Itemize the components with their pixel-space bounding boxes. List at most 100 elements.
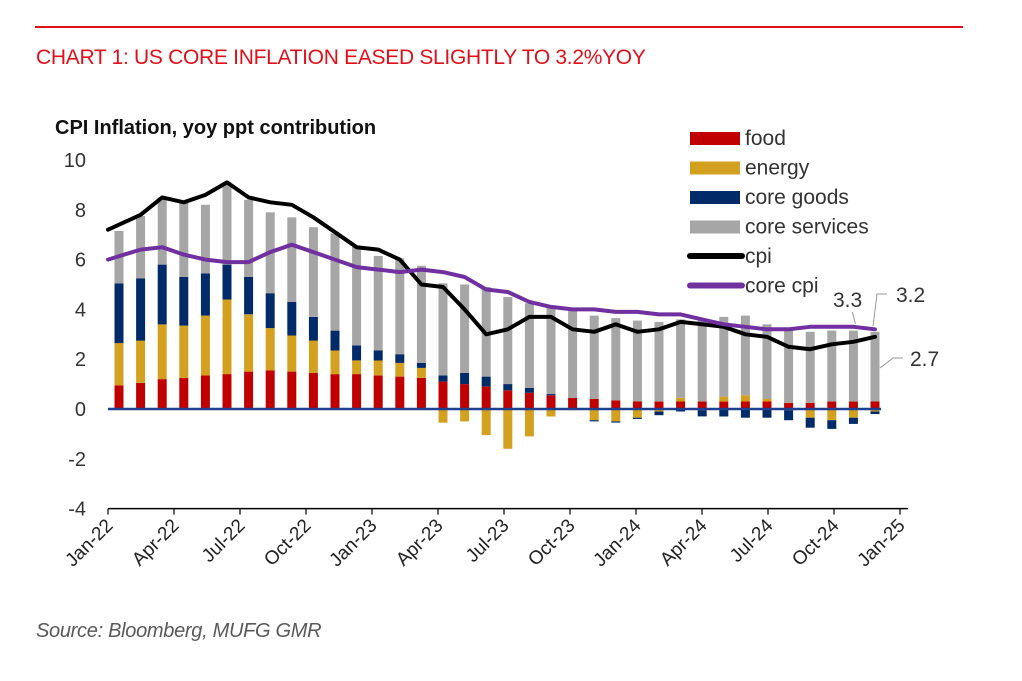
x-tick-label: Oct-22 <box>260 515 315 570</box>
y-tick-label: 6 <box>75 250 86 272</box>
bar-core-services-Dec-24 <box>870 331 880 402</box>
y-tick-label: 8 <box>75 200 86 222</box>
bar-energy-Feb-22 <box>136 340 146 383</box>
annotation-leader <box>879 357 903 369</box>
bar-core-services-Jul-22 <box>244 199 254 277</box>
bar-core-goods-Aug-24 <box>784 410 794 421</box>
bar-core-goods-Jun-23 <box>481 376 491 387</box>
bar-energy-Sep-24 <box>805 409 815 418</box>
bar-energy-Nov-23 <box>589 409 599 421</box>
y-tick-label: 4 <box>75 299 86 321</box>
bar-energy-Jul-22 <box>244 314 254 372</box>
bar-core-goods-Dec-24 <box>870 411 880 414</box>
bar-core-services-Dec-23 <box>611 318 621 401</box>
bar-food-Nov-24 <box>848 401 858 409</box>
bar-core-services-Jul-24 <box>762 324 772 399</box>
bar-food-Dec-22 <box>352 374 362 409</box>
bar-core-services-Aug-24 <box>784 329 794 403</box>
y-tick-label: 0 <box>75 399 86 421</box>
bar-core-goods-Jul-23 <box>503 384 513 391</box>
bar-core-services-May-22 <box>200 204 210 274</box>
bar-core-goods-Jun-24 <box>740 409 750 418</box>
legend-label-core-cpi: core cpi <box>745 275 819 298</box>
x-tick-label: Jan-23 <box>326 515 382 571</box>
bar-food-Jan-23 <box>373 375 383 409</box>
bar-core-goods-Sep-24 <box>805 417 815 428</box>
bar-core-goods-May-22 <box>200 273 210 316</box>
bar-energy-Jan-22 <box>114 343 124 386</box>
bar-food-Jan-24 <box>632 401 642 409</box>
bar-food-May-22 <box>200 375 210 409</box>
bar-core-goods-Nov-23 <box>589 420 599 422</box>
bar-core-services-Mar-23 <box>416 265 426 363</box>
bar-energy-Apr-23 <box>438 409 448 423</box>
x-tick-label: Oct-24 <box>788 515 843 570</box>
bar-core-goods-Feb-23 <box>395 354 405 363</box>
annotation-core-services-last: 2.7 <box>910 348 939 371</box>
bar-core-goods-Jul-22 <box>244 277 254 315</box>
bar-core-goods-Aug-22 <box>265 293 275 329</box>
bar-food-Dec-24 <box>870 401 880 409</box>
bar-core-goods-Nov-24 <box>848 417 858 424</box>
legend-label-energy: energy <box>745 157 810 180</box>
bar-core-goods-Dec-23 <box>611 421 621 423</box>
bar-core-goods-Apr-24 <box>697 410 707 417</box>
x-tick-label: Jan-25 <box>854 515 910 571</box>
chart-title: CHART 1: US CORE INFLATION EASED SLIGHTL… <box>36 46 646 69</box>
legend-swatch-energy <box>690 161 740 175</box>
bar-food-Mar-23 <box>416 377 426 409</box>
bar-core-goods-Apr-23 <box>438 375 448 382</box>
bar-food-Aug-23 <box>524 392 534 409</box>
bar-food-Jul-22 <box>244 371 254 409</box>
bar-core-goods-Jan-22 <box>114 283 124 344</box>
x-tick-label: Jul-24 <box>726 515 778 567</box>
bar-energy-Jun-23 <box>481 409 491 436</box>
bar-core-goods-Jan-23 <box>373 350 383 361</box>
bar-food-Jun-23 <box>481 386 491 409</box>
x-tick-label: Jul-23 <box>462 515 513 566</box>
bar-energy-Oct-24 <box>827 409 837 421</box>
annotation-core-cpi-prev: 3.3 <box>833 289 862 312</box>
bar-core-goods-Mar-23 <box>416 362 426 368</box>
bar-core-services-Sep-22 <box>287 217 297 302</box>
bar-energy-Nov-24 <box>848 409 858 418</box>
bar-food-Apr-23 <box>438 381 448 409</box>
chart-axis-title: CPI Inflation, yoy ppt contribution <box>55 117 376 139</box>
legend: food energy core goods core services cpi core… <box>687 127 869 298</box>
line-core-cpi <box>106 242 877 332</box>
legend-label-cpi: cpi <box>745 245 772 268</box>
annotation-leader <box>851 311 856 324</box>
bar-food-Sep-23 <box>546 395 556 409</box>
bar-core-services-Apr-22 <box>179 202 189 277</box>
bar-energy-May-23 <box>460 409 470 422</box>
bar-core-services-Mar-24 <box>676 319 686 398</box>
bar-core-goods-Oct-22 <box>308 316 318 341</box>
bar-energy-Mar-22 <box>157 324 167 380</box>
bar-food-Jun-22 <box>222 374 232 409</box>
bar-energy-Feb-23 <box>395 362 405 377</box>
bar-core-services-Nov-22 <box>330 233 340 331</box>
bar-food-Jan-22 <box>114 385 124 409</box>
bar-food-Nov-23 <box>589 399 599 409</box>
bar-core-goods-Jun-22 <box>222 264 232 300</box>
bar-core-goods-Nov-22 <box>330 330 340 351</box>
bar-core-services-Nov-23 <box>589 315 599 399</box>
bar-core-services-Jul-23 <box>503 296 513 384</box>
bar-core-services-Feb-24 <box>654 321 664 402</box>
x-tick-label: Jan-22 <box>62 515 118 571</box>
bar-energy-Mar-24 <box>676 397 686 402</box>
legend-label-core-goods: core goods <box>745 186 849 209</box>
bar-core-goods-Dec-22 <box>352 345 362 361</box>
bar-core-services-Feb-22 <box>136 216 146 279</box>
bar-core-services-Feb-23 <box>395 258 405 355</box>
bar-food-Apr-22 <box>179 377 189 409</box>
bar-energy-May-22 <box>200 315 210 376</box>
bar-core-goods-Sep-22 <box>287 301 297 336</box>
bar-energy-Oct-22 <box>308 340 318 373</box>
bar-core-services-Oct-24 <box>827 330 837 402</box>
bar-core-goods-Feb-22 <box>136 278 146 341</box>
legend-label-core-services: core services <box>745 216 869 239</box>
bar-core-services-May-23 <box>460 284 470 373</box>
bar-core-services-May-24 <box>719 316 729 397</box>
y-tick-label: -2 <box>68 449 86 471</box>
